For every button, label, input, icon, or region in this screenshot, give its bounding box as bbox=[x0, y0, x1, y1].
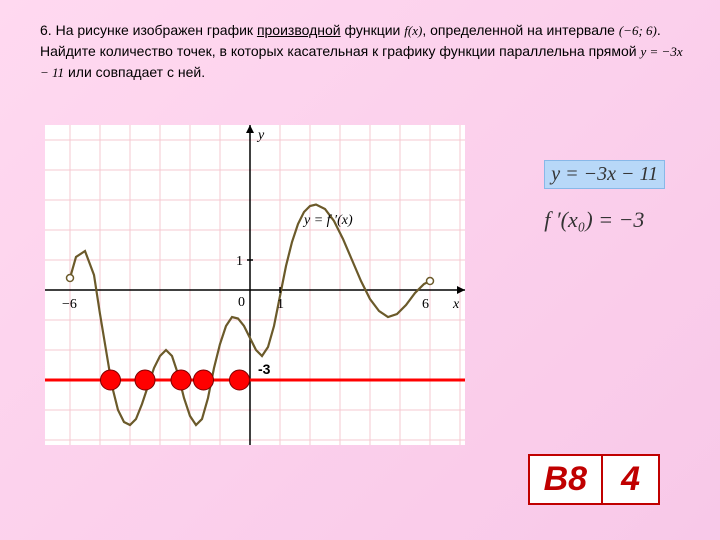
svg-text:-3: -3 bbox=[258, 361, 271, 377]
svg-text:1: 1 bbox=[236, 254, 243, 269]
svg-text:y = f ′(x): y = f ′(x) bbox=[302, 213, 353, 228]
task-interval: (−6; 6) bbox=[619, 23, 657, 38]
formulas-panel: y = −3x − 11 f ′(x₀) = −3 bbox=[544, 160, 665, 233]
task-p1: На рисунке изображен график bbox=[56, 22, 253, 38]
answer-box: В8 4 bbox=[528, 454, 660, 505]
task-number: 6. bbox=[40, 22, 52, 38]
answer-value: 4 bbox=[603, 456, 658, 503]
task-p2: функции bbox=[345, 22, 401, 38]
chart-area: y x 0 1 1 −6 6 y = f ′(x) -3 bbox=[45, 125, 465, 445]
task-text: 6. На рисунке изображен график производн… bbox=[0, 0, 720, 93]
formula-deriv: f ′(x₀) = −3 bbox=[544, 207, 665, 233]
svg-text:1: 1 bbox=[277, 297, 284, 312]
answer-label: В8 bbox=[530, 456, 603, 503]
formula-line: y = −3x − 11 bbox=[544, 160, 665, 189]
svg-text:6: 6 bbox=[422, 297, 429, 312]
chart-svg: y x 0 1 1 −6 6 y = f ′(x) -3 bbox=[45, 125, 465, 445]
svg-text:y: y bbox=[256, 128, 265, 143]
task-underlined: производной bbox=[257, 22, 341, 38]
task-fx: f(x) bbox=[404, 23, 422, 38]
task-p3: , определенной на интервале bbox=[422, 22, 615, 38]
svg-text:−6: −6 bbox=[62, 297, 77, 312]
svg-text:x: x bbox=[452, 297, 460, 312]
task-p5: или совпадает с ней. bbox=[68, 64, 205, 80]
svg-text:0: 0 bbox=[238, 295, 245, 310]
